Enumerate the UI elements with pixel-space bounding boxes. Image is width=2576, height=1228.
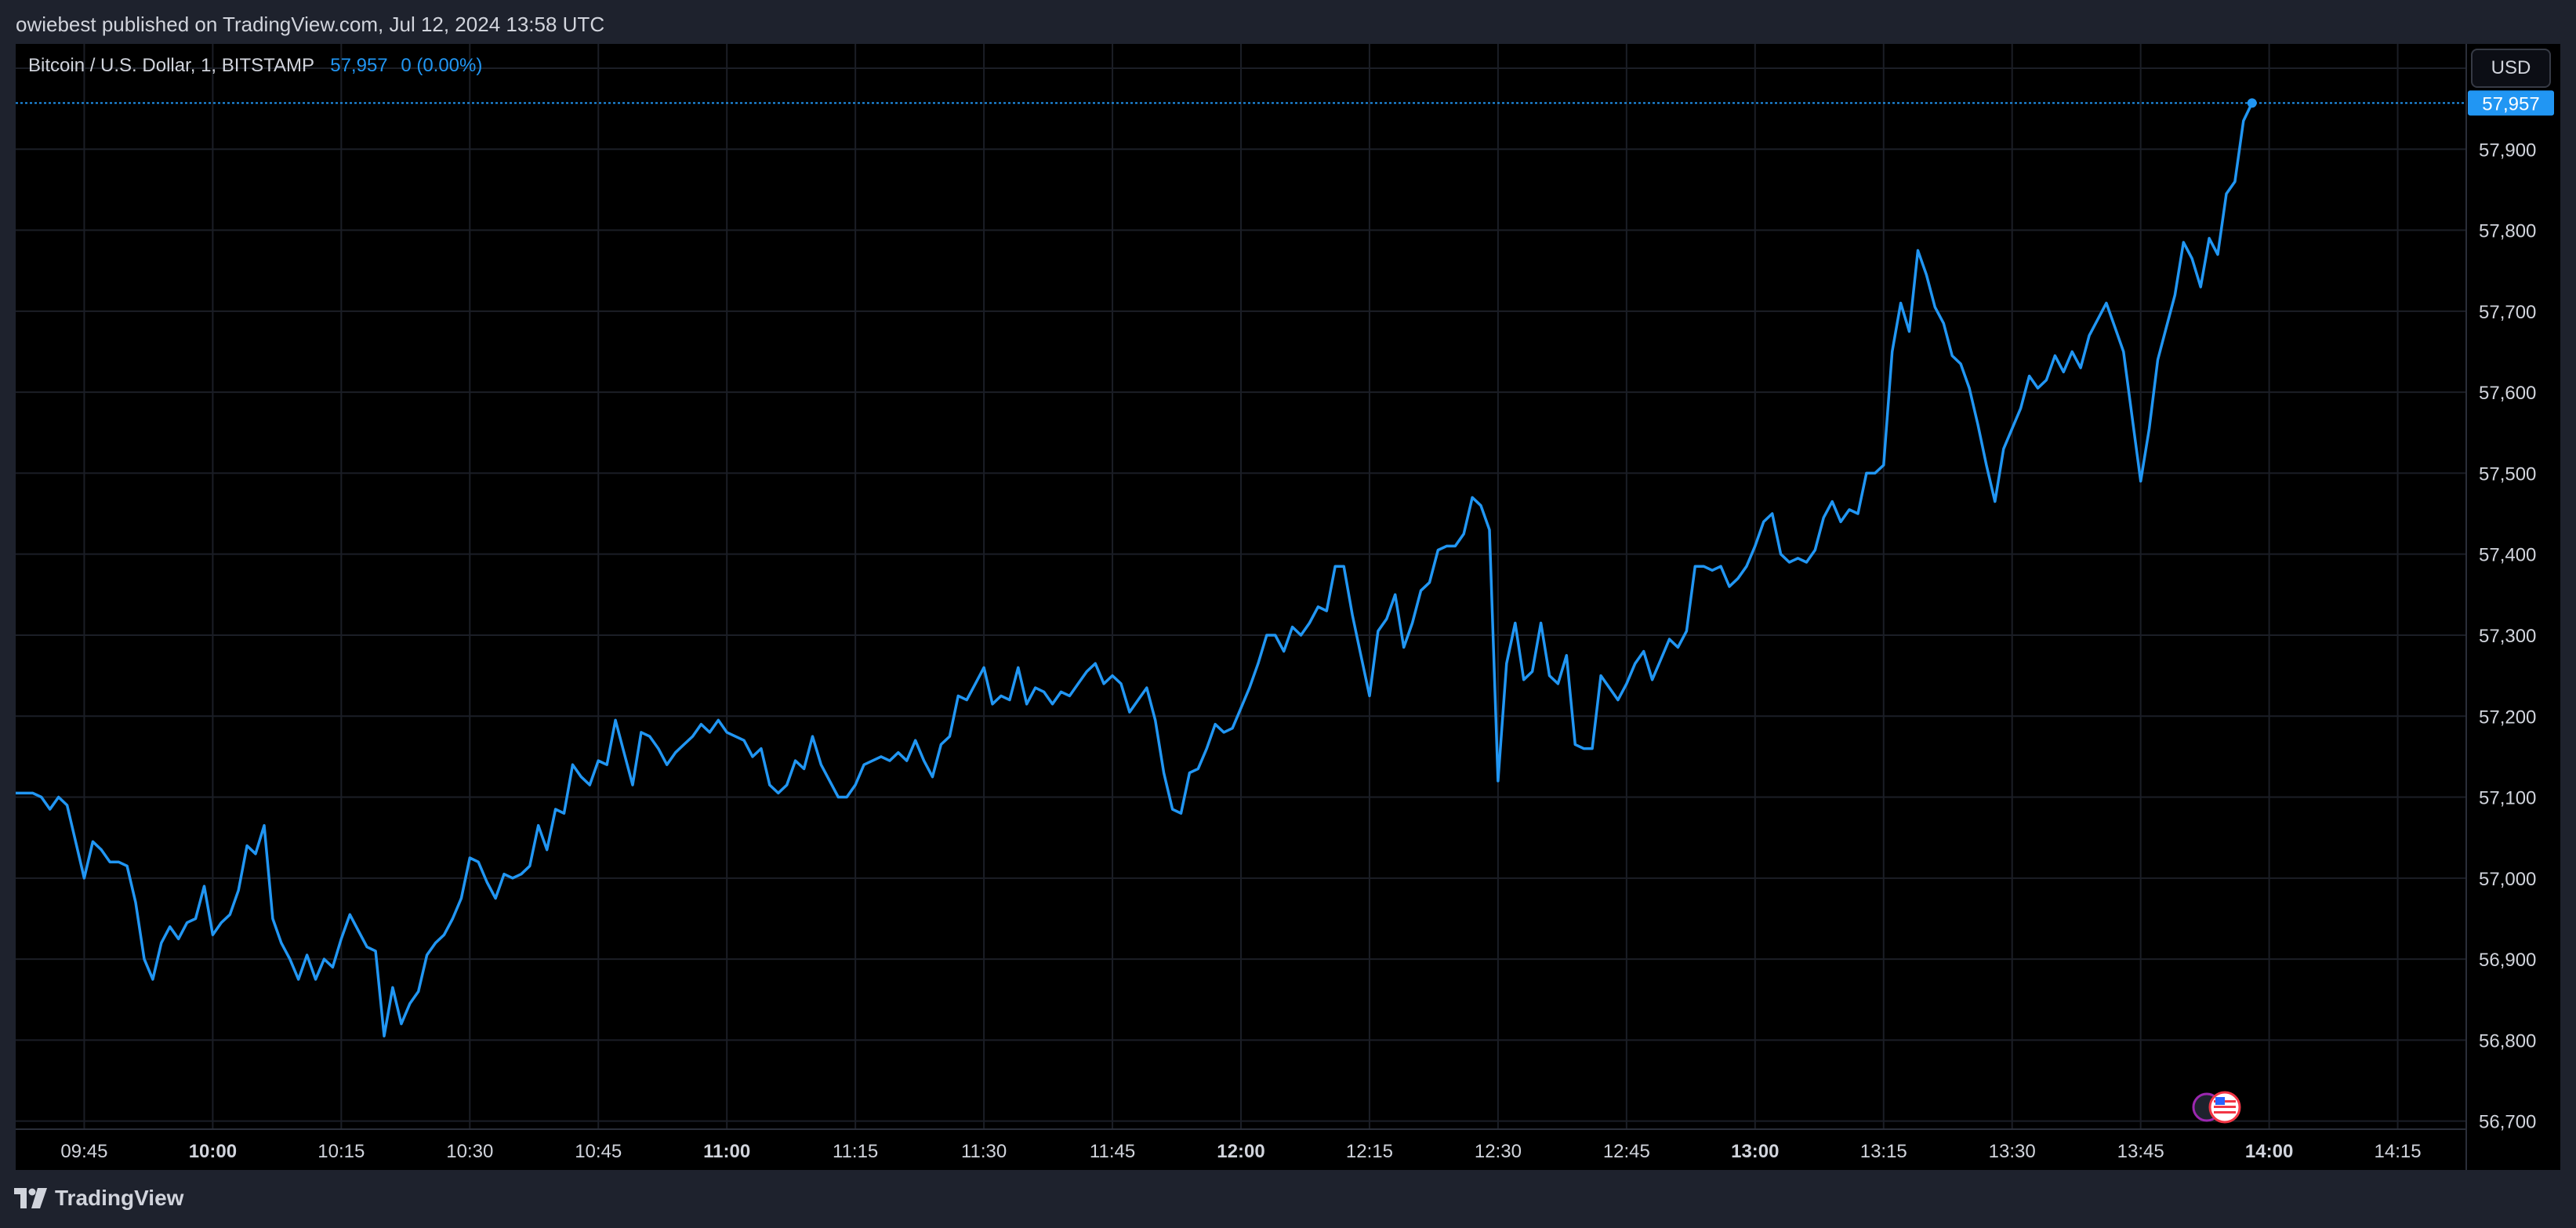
x-tick-label: 12:30 [1475,1141,1522,1162]
y-tick-label: 57,300 [2479,626,2536,647]
vertical-grid [83,44,2399,1129]
tradingview-logo-icon [14,1188,47,1208]
events-flags[interactable] [2192,1091,2241,1124]
last-price-point [2247,98,2257,108]
y-tick-label: 57,600 [2479,383,2536,404]
y-tick-label: 56,700 [2479,1112,2536,1133]
y-tick-label: 56,900 [2479,950,2536,971]
x-tick-label: 10:45 [575,1141,622,1162]
x-tick-label: 11:45 [1090,1141,1135,1162]
x-tick-label: 11:15 [833,1141,878,1162]
time-axis: 09:45 10:00 10:15 10:30 10:45 11:00 11:15 11:30… [60,1141,2421,1162]
x-tick-label: 13:30 [1989,1141,2036,1162]
price-chart[interactable]: 58,00057,90057,80057,70057,60057,50057,4… [16,44,2560,1170]
currency-button[interactable]: USD [2471,49,2551,88]
legend-change: 0 (0.00%) [401,55,483,76]
x-tick-label: 11:30 [961,1141,1007,1162]
btc-usd-price-series [16,102,2254,1037]
y-tick-label: 57,200 [2479,707,2536,728]
x-tick-label: 14:15 [2375,1141,2422,1162]
x-tick-label: 12:45 [1603,1141,1650,1162]
price-axis: 58,00057,90057,80057,70057,60057,50057,4… [2479,59,2536,1133]
x-tick-label: 13:15 [1860,1141,1907,1162]
horizontal-grid [16,67,2466,1122]
y-tick-label: 57,000 [2479,869,2536,890]
x-tick-label: 10:00 [189,1141,237,1162]
y-tick-label: 56,800 [2479,1030,2536,1052]
x-tick-label: 13:00 [1731,1141,1779,1162]
tradingview-brand: TradingView [55,1186,184,1210]
tradingview-logo[interactable]: TradingView [14,1186,183,1211]
last-price-label: 57,957 [2482,93,2539,114]
x-tick-label: 12:00 [1217,1141,1264,1162]
footer-bar: TradingView [0,1170,2576,1228]
y-tick-label: 57,500 [2479,463,2536,485]
symbol-legend[interactable]: Bitcoin / U.S. Dollar, 1, BITSTAMP 57,95… [28,55,482,77]
y-tick-label: 57,700 [2479,302,2536,323]
x-tick-label: 12:15 [1346,1141,1393,1162]
x-tick-label: 13:45 [2117,1141,2164,1162]
y-tick-label: 57,800 [2479,221,2536,242]
y-tick-label: 57,100 [2479,788,2536,809]
x-tick-label: 14:00 [2245,1141,2293,1162]
y-tick-label: 57,400 [2479,545,2536,566]
y-tick-label: 57,900 [2479,140,2536,161]
x-tick-label: 11:00 [703,1141,750,1162]
x-tick-label: 10:15 [317,1141,365,1162]
x-tick-label: 09:45 [60,1141,107,1162]
symbol-name: Bitcoin / U.S. Dollar, 1, BITSTAMP [28,55,314,76]
x-tick-label: 10:30 [446,1141,493,1162]
top-bar: owiebest published on TradingView.com, J… [0,0,2576,44]
published-info: owiebest published on TradingView.com, J… [16,13,605,36]
legend-price: 57,957 [330,55,388,76]
chart-panel[interactable]: 58,00057,90057,80057,70057,60057,50057,4… [16,44,2560,1170]
last-price-badge: 57,957 [2468,90,2554,116]
